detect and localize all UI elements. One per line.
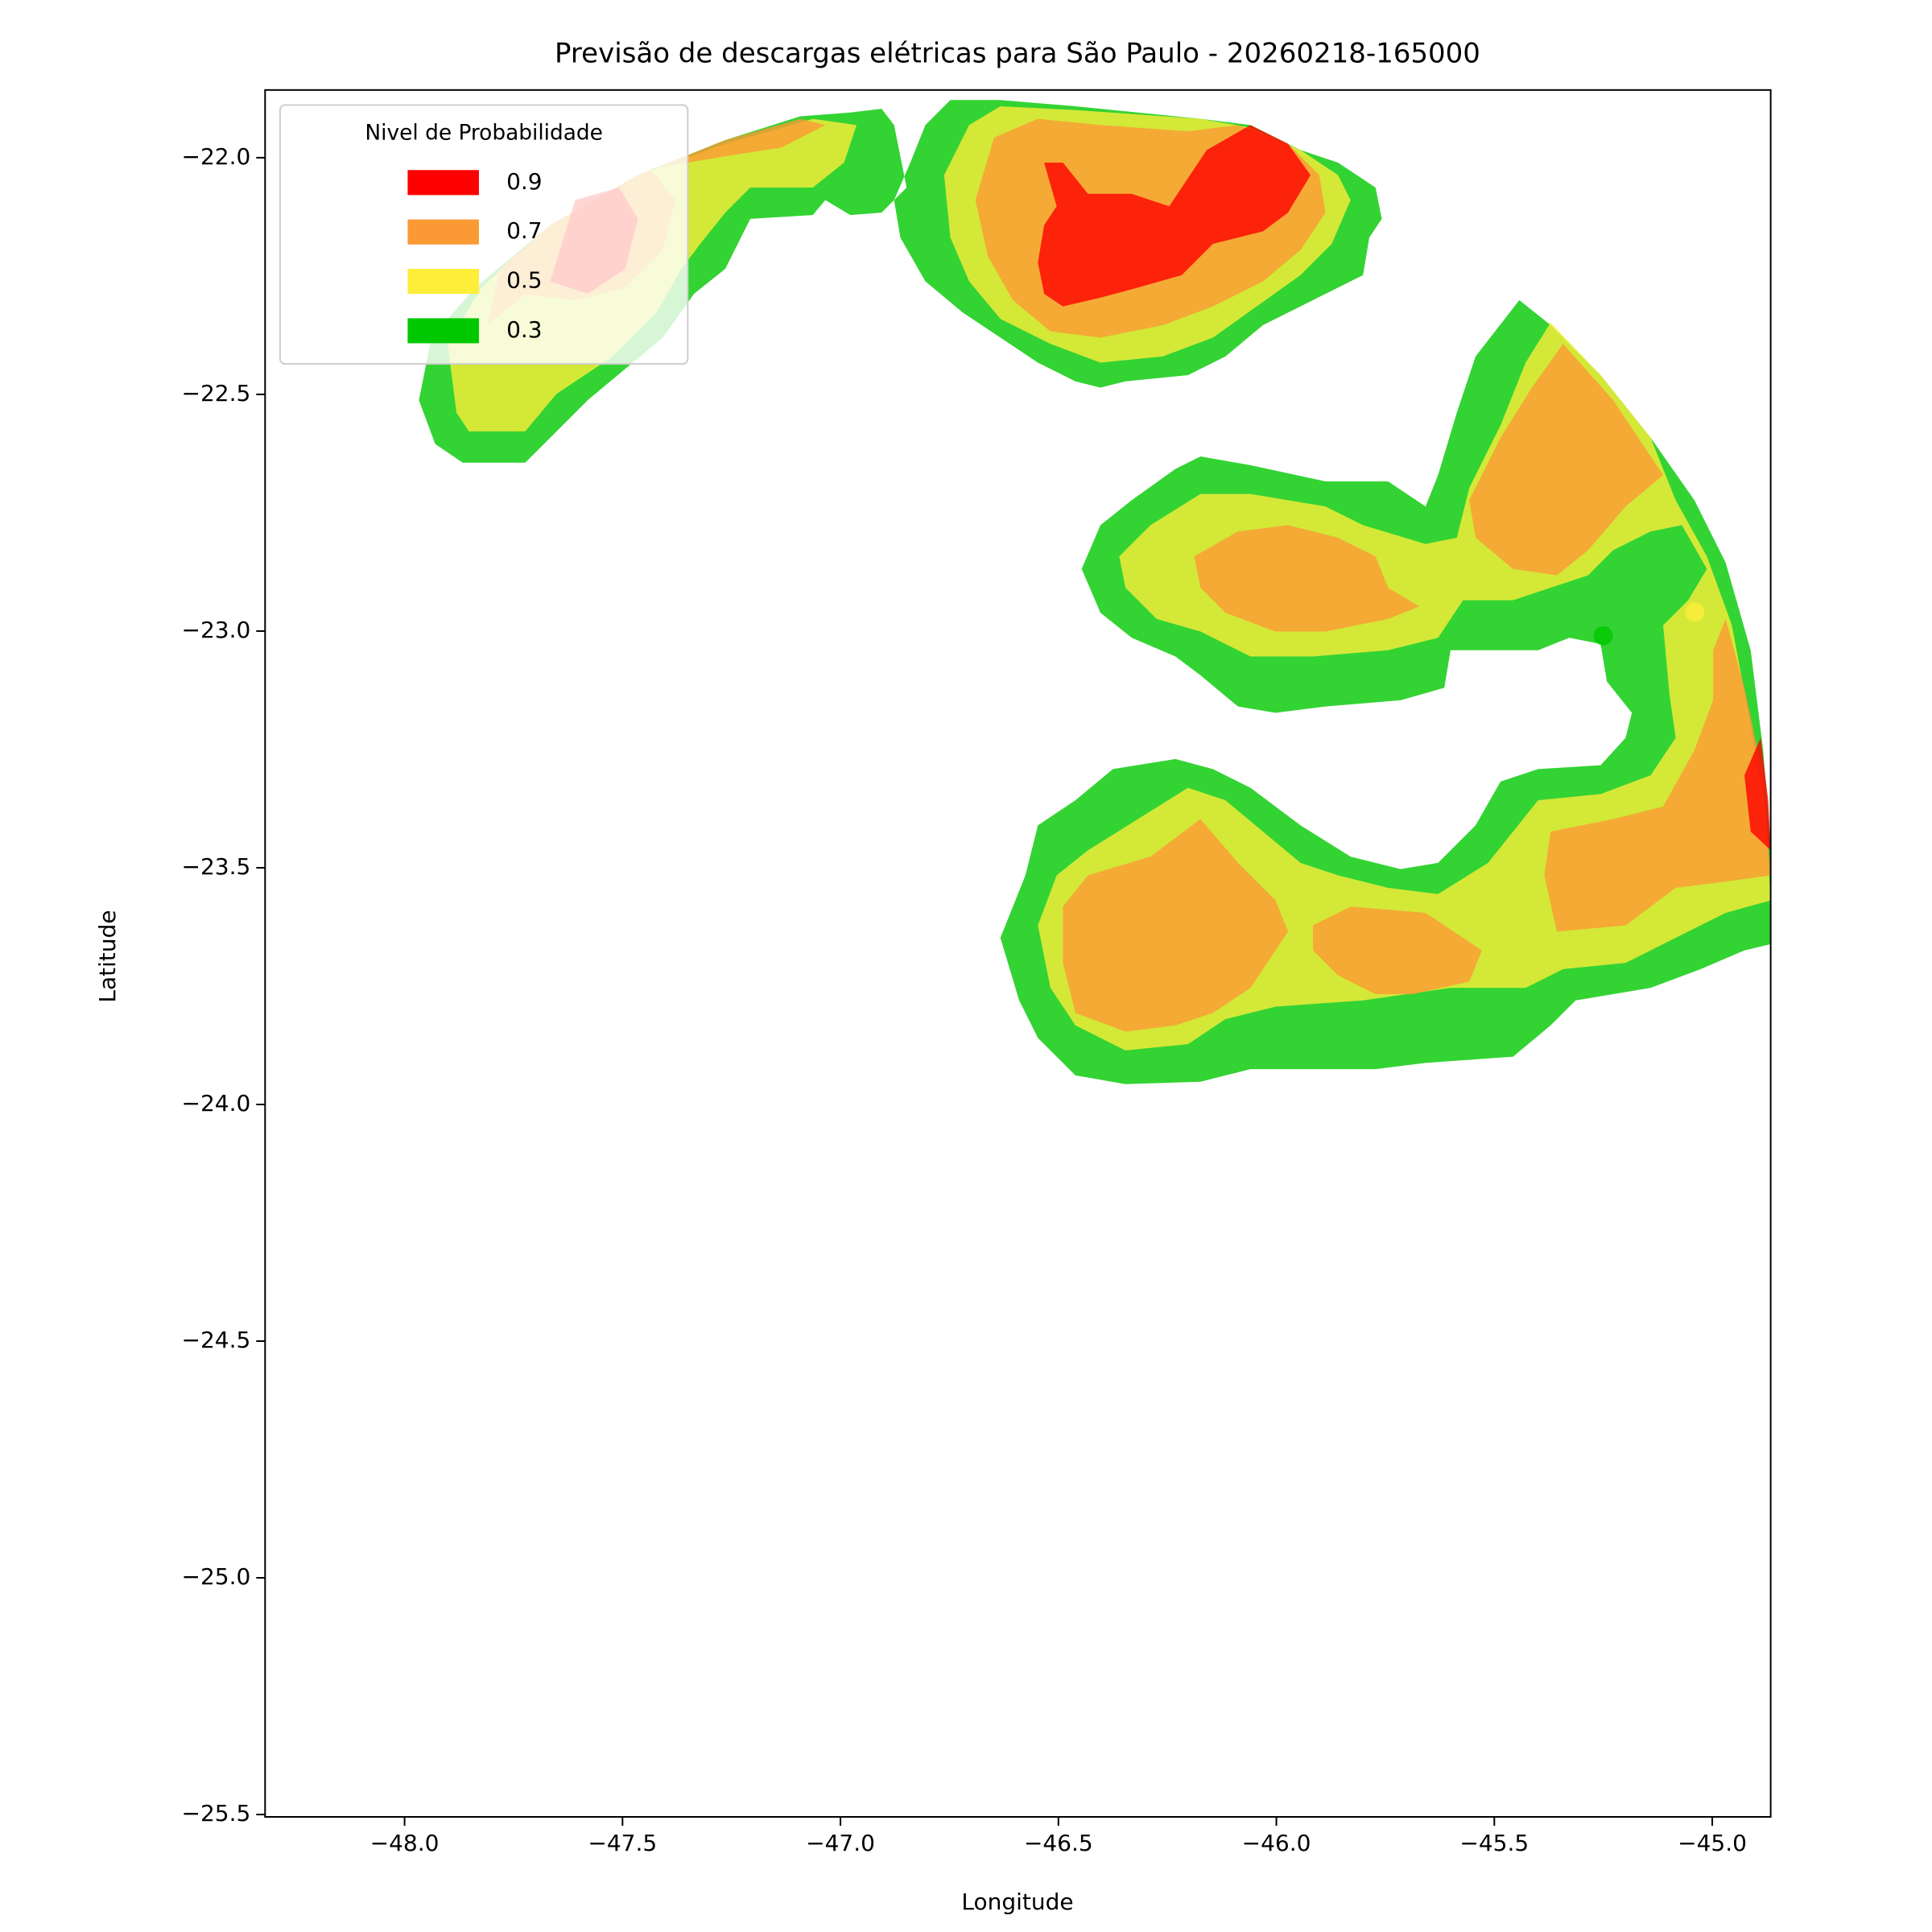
legend-title: Nivel de Probabilidade [365, 121, 602, 146]
legend-swatch [407, 219, 479, 245]
legend-swatch [407, 170, 479, 196]
x-tick-label: −46.5 [1024, 1830, 1093, 1856]
points [1593, 602, 1705, 646]
y-tick-label: −22.0 [181, 143, 250, 170]
point [1685, 602, 1705, 622]
x-tick-label: −45.5 [1459, 1830, 1529, 1856]
contour-area [550, 125, 1771, 851]
y-tick-label: −25.5 [181, 1800, 250, 1827]
x-tick-label: −47.0 [806, 1830, 875, 1856]
legend-box [279, 104, 689, 365]
chart-title: Previsão de descargas elétricas para São… [555, 38, 1480, 70]
contour-area [419, 100, 1771, 1084]
axes: −48.0 −47.5 −47.0 −46.5 −46.0 −45.5 −45.0 −22.0… [181, 143, 1746, 1856]
legend-swatch [407, 318, 479, 344]
y-tick-label: −25.0 [181, 1563, 250, 1590]
y-axis-label: Latitude [94, 910, 121, 1002]
point [1593, 625, 1613, 646]
legend: Nivel de Probabilidade 0.9 0.7 0.5 0.3 [279, 104, 689, 365]
y-tick-label: −22.5 [181, 380, 250, 407]
y-tick-label: −23.5 [181, 853, 250, 880]
x-tick-label: −47.5 [588, 1830, 657, 1856]
x-axis-label: Longitude [961, 1889, 1073, 1915]
y-tick-label: −24.0 [181, 1090, 250, 1117]
plot-frame [264, 89, 1772, 1818]
legend-label: 0.5 [506, 267, 542, 294]
y-tick-label: −23.0 [181, 617, 250, 643]
legend-label: 0.3 [506, 316, 542, 343]
legend-label: 0.9 [506, 168, 542, 195]
x-tick-label: −48.0 [370, 1830, 440, 1856]
legend-items: 0.9 0.7 0.5 0.3 [407, 168, 543, 344]
y-tick-label: −24.5 [181, 1327, 250, 1353]
x-tick-label: −45.0 [1678, 1830, 1747, 1856]
legend-label: 0.7 [506, 217, 542, 244]
x-tick-label: −46.0 [1242, 1830, 1311, 1856]
legend-swatch [407, 268, 479, 295]
